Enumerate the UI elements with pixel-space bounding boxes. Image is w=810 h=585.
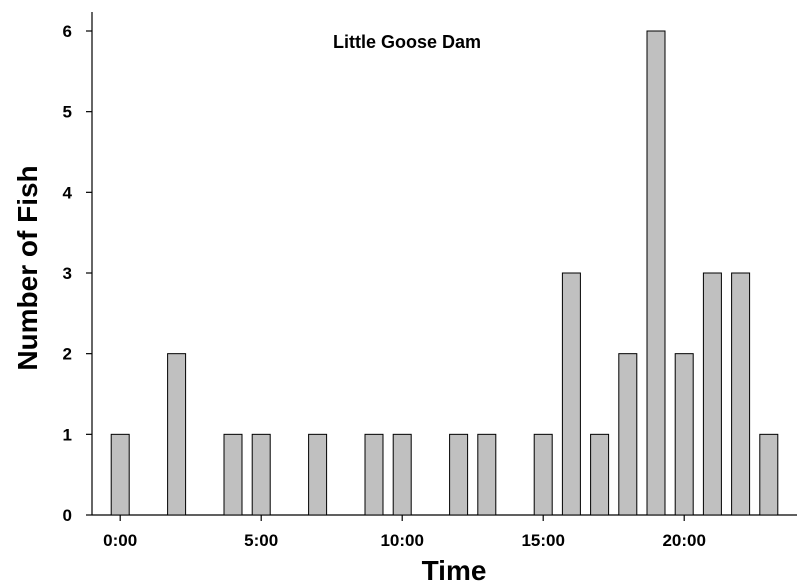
y-axis-ticks: 0 1 2 3 4 5 6	[63, 22, 92, 525]
x-tick-label: 20:00	[662, 531, 705, 550]
bar	[759, 433, 779, 516]
bar	[223, 433, 243, 516]
bar	[618, 353, 638, 516]
bar	[477, 433, 497, 516]
bars-group	[110, 30, 779, 516]
x-tick-label: 15:00	[521, 531, 564, 550]
x-tick-label: 0:00	[103, 531, 137, 550]
y-axis-label: Number of Fish	[12, 165, 43, 370]
y-tick-label: 6	[63, 22, 72, 41]
x-axis-ticks: 0:00 5:00 10:00 15:00 20:00	[103, 515, 706, 550]
bar	[251, 433, 271, 516]
bar	[167, 353, 187, 516]
chart-title: Little Goose Dam	[333, 32, 481, 52]
bar	[646, 30, 666, 516]
y-tick-label: 2	[63, 345, 72, 364]
y-tick-label: 5	[63, 103, 72, 122]
y-tick-label: 1	[63, 425, 72, 444]
y-tick-label: 0	[63, 506, 72, 525]
bar	[449, 433, 469, 516]
bar	[674, 353, 694, 516]
bar	[110, 433, 130, 516]
bar	[731, 272, 751, 516]
y-tick-label: 4	[63, 183, 73, 202]
bar	[533, 433, 553, 516]
x-tick-label: 5:00	[244, 531, 278, 550]
bar	[561, 272, 581, 516]
x-tick-label: 10:00	[380, 531, 423, 550]
x-axis-label: Time	[422, 555, 487, 585]
bar	[702, 272, 722, 516]
bar	[308, 433, 328, 516]
y-tick-label: 3	[63, 264, 72, 283]
bar	[364, 433, 384, 516]
bar	[392, 433, 412, 516]
bar	[590, 433, 610, 516]
